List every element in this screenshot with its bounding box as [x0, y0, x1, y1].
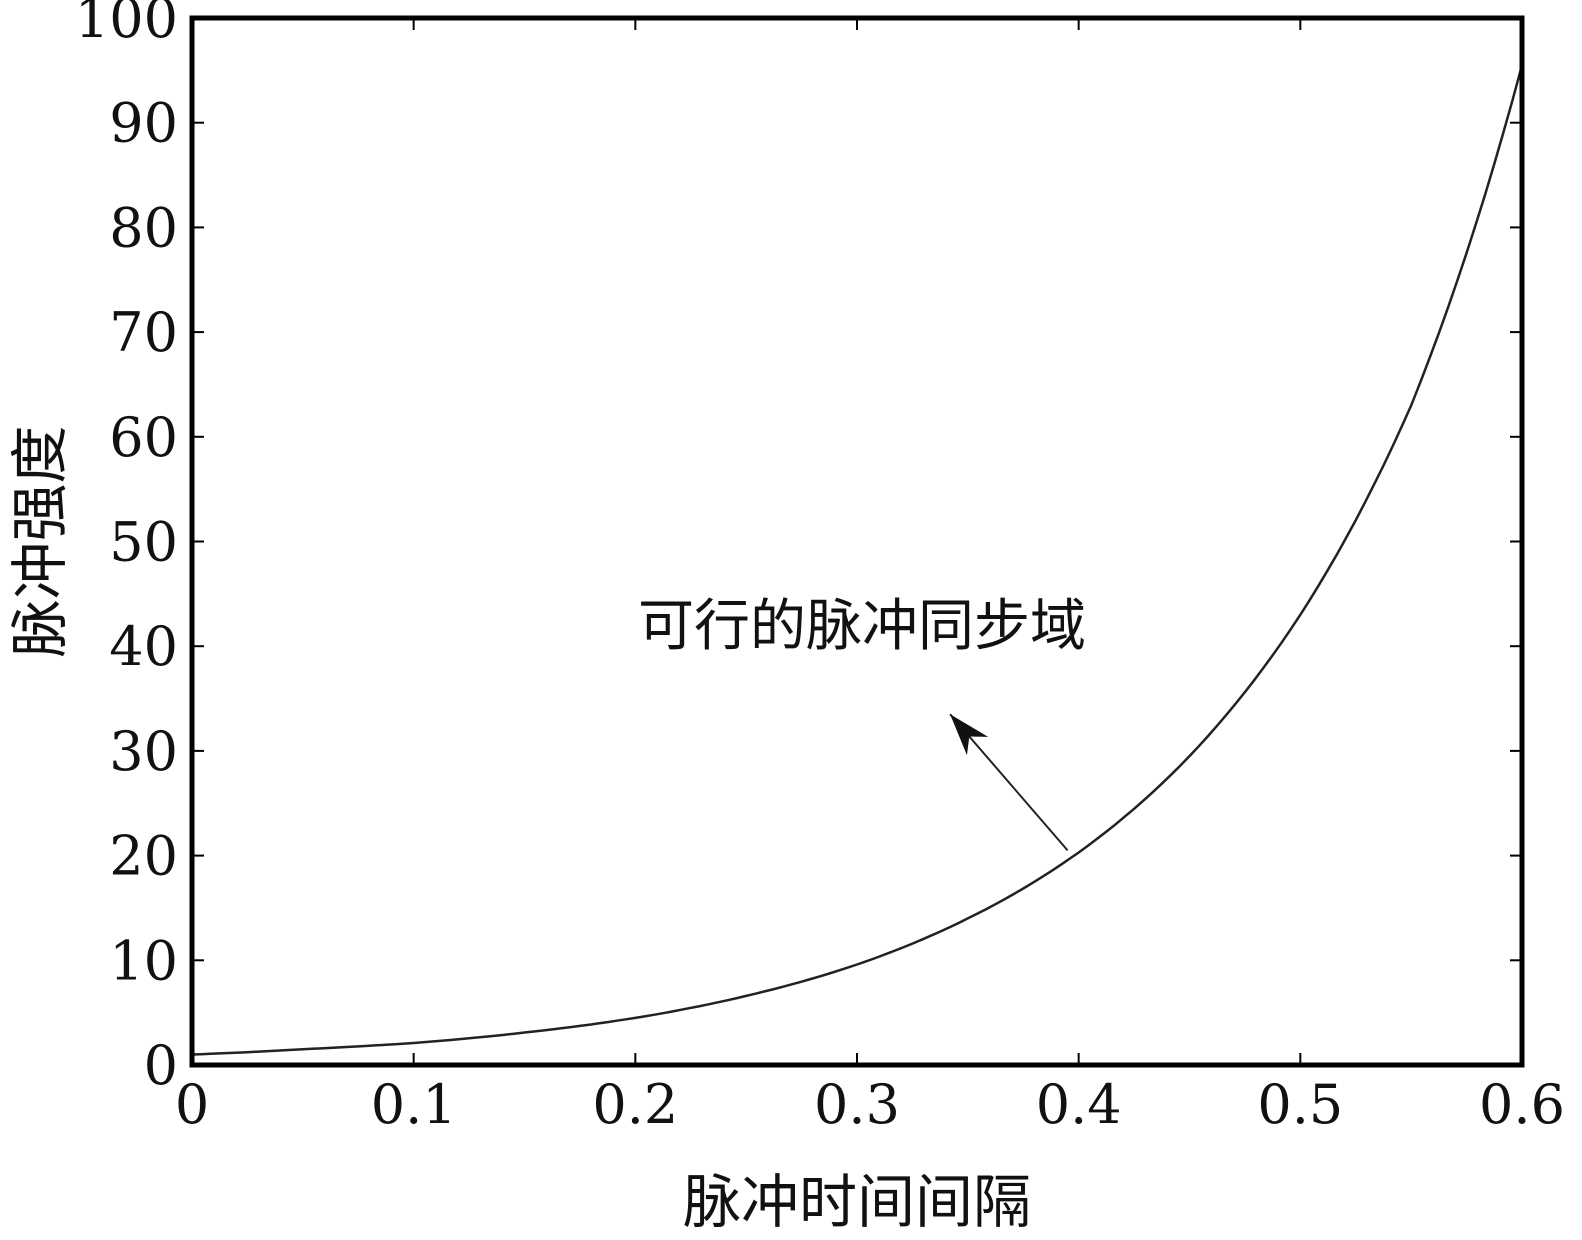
- x-tick-labels: 0 0.1 0.2 0.3 0.4 0.5 0.6: [175, 1073, 1565, 1136]
- y-tick-label: 60: [109, 406, 178, 469]
- y-tick-label: 40: [109, 615, 178, 678]
- ticks-layer: [191, 17, 1523, 1066]
- series-line: [191, 64, 1524, 1056]
- y-tick-label: 90: [109, 92, 178, 155]
- series-layer: [191, 64, 1524, 1056]
- x-tick-label: 0.3: [814, 1073, 900, 1136]
- y-axis-label: 脉冲强度: [6, 425, 74, 657]
- x-tick-label: 0.6: [1479, 1073, 1565, 1136]
- x-axis-label: 脉冲时间间隔: [683, 1168, 1031, 1236]
- annotation-arrow-head: [950, 714, 989, 756]
- y-tick-label: 0: [144, 1034, 178, 1097]
- annotation-text: 可行的脉冲同步域: [638, 594, 1086, 659]
- x-tick-label: 0.4: [1036, 1073, 1122, 1136]
- y-tick-label: 50: [109, 511, 178, 574]
- y-tick-labels: 0 10 20 30 40 50 60 70 80 90 100: [75, 0, 178, 1097]
- y-tick-label: 10: [109, 929, 178, 992]
- annotation-layer: 可行的脉冲同步域: [638, 594, 1086, 852]
- plot-frame: [189, 15, 1525, 1068]
- x-tick-label: 0: [175, 1073, 209, 1136]
- y-tick-label: 80: [109, 196, 178, 259]
- x-tick-label: 0.5: [1257, 1073, 1343, 1136]
- y-tick-label: 30: [109, 720, 178, 783]
- annotation-arrow-line: [949, 713, 1069, 852]
- y-tick-label: 20: [109, 825, 178, 888]
- y-tick-label: 70: [109, 301, 178, 364]
- x-tick-label: 0.2: [592, 1073, 678, 1136]
- y-tick-label: 100: [75, 0, 178, 50]
- x-tick-label: 0.1: [371, 1073, 457, 1136]
